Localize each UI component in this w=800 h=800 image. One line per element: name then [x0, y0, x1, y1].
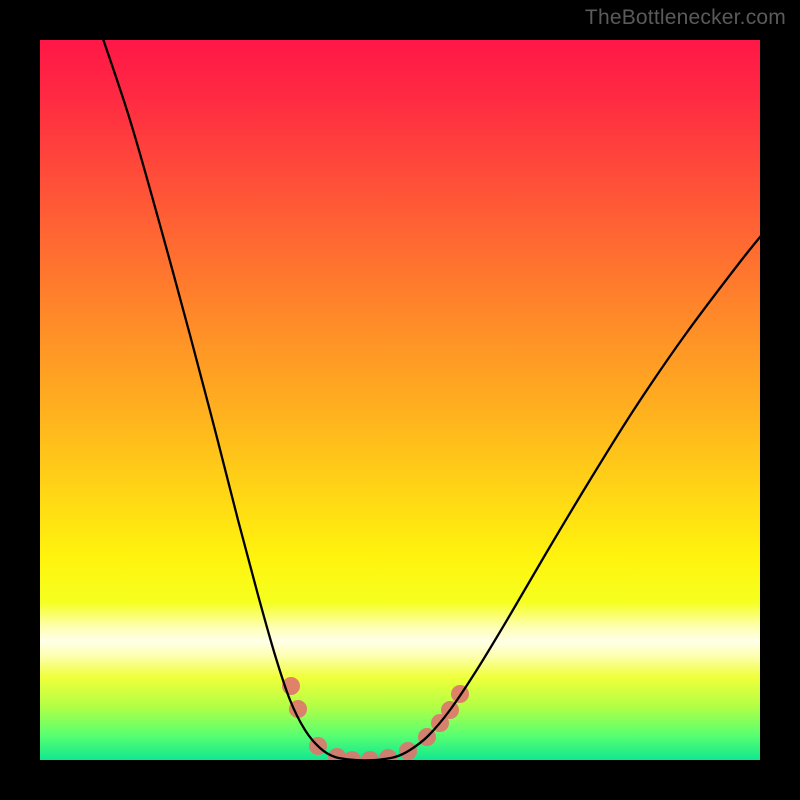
watermark-text: TheBottlenecker.com — [585, 6, 786, 30]
gradient-background — [40, 40, 760, 760]
chart-frame: TheBottlenecker.com — [0, 0, 800, 800]
bottleneck-chart — [0, 0, 800, 800]
